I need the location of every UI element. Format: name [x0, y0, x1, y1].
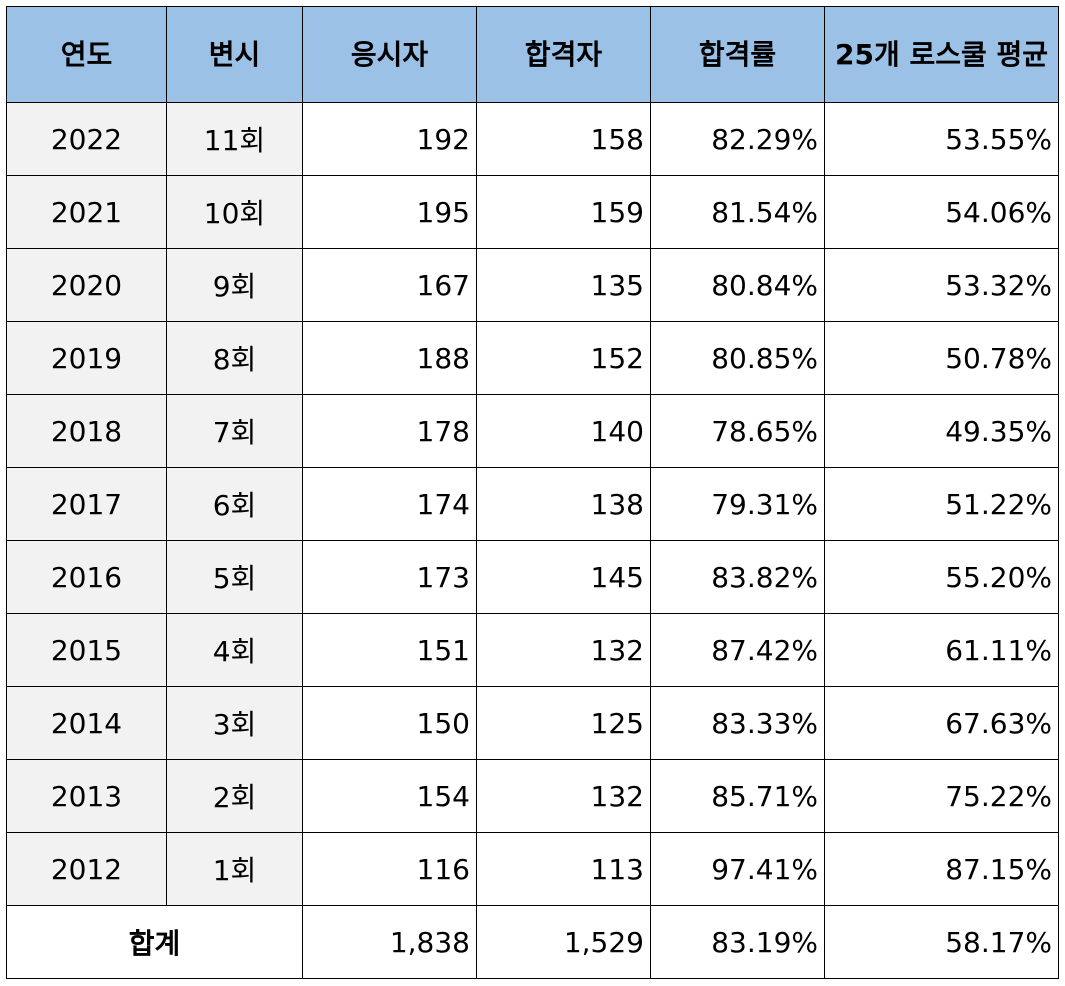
cell-passers: 132 [476, 759, 651, 833]
header-year: 연도 [6, 6, 167, 103]
cell-passers: 113 [476, 832, 651, 906]
total-average: 58.17% [824, 905, 1059, 979]
total-label: 합계 [6, 905, 303, 979]
header-lawschool-average: 25개 로스쿨 평균 [824, 6, 1059, 103]
cell-passers: 138 [476, 467, 651, 541]
cell-pass-rate: 82.29% [650, 102, 825, 176]
cell-year: 2018 [6, 394, 167, 468]
cell-passers: 152 [476, 321, 651, 395]
cell-passers: 135 [476, 248, 651, 322]
results-table: 연도 변시 응시자 합격자 합격률 25개 로스쿨 평균 2022 11회 192 1… [6, 6, 1059, 979]
table-row: 2014 3회 150 125 83.33% 67.63% [6, 686, 1059, 760]
cell-round: 11회 [166, 102, 303, 176]
cell-round: 3회 [166, 686, 303, 760]
header-passers: 합격자 [476, 6, 651, 103]
table-row: 2020 9회 167 135 80.84% 53.32% [6, 248, 1059, 322]
cell-pass-rate: 80.85% [650, 321, 825, 395]
total-row: 합계 1,838 1,529 83.19% 58.17% [6, 905, 1059, 979]
cell-applicants: 173 [302, 540, 477, 614]
table-row: 2021 10회 195 159 81.54% 54.06% [6, 175, 1059, 249]
cell-pass-rate: 80.84% [650, 248, 825, 322]
cell-applicants: 195 [302, 175, 477, 249]
table-row: 2015 4회 151 132 87.42% 61.11% [6, 613, 1059, 687]
table-row: 2016 5회 173 145 83.82% 55.20% [6, 540, 1059, 614]
cell-average: 75.22% [824, 759, 1059, 833]
cell-pass-rate: 83.33% [650, 686, 825, 760]
cell-pass-rate: 87.42% [650, 613, 825, 687]
cell-pass-rate: 97.41% [650, 832, 825, 906]
cell-average: 51.22% [824, 467, 1059, 541]
cell-applicants: 154 [302, 759, 477, 833]
cell-applicants: 174 [302, 467, 477, 541]
cell-year: 2015 [6, 613, 167, 687]
cell-average: 49.35% [824, 394, 1059, 468]
cell-round: 9회 [166, 248, 303, 322]
cell-passers: 145 [476, 540, 651, 614]
cell-pass-rate: 85.71% [650, 759, 825, 833]
cell-applicants: 116 [302, 832, 477, 906]
cell-pass-rate: 79.31% [650, 467, 825, 541]
total-pass-rate: 83.19% [650, 905, 825, 979]
cell-year: 2021 [6, 175, 167, 249]
cell-round: 8회 [166, 321, 303, 395]
cell-average: 50.78% [824, 321, 1059, 395]
cell-passers: 158 [476, 102, 651, 176]
cell-applicants: 192 [302, 102, 477, 176]
cell-average: 54.06% [824, 175, 1059, 249]
table-row: 2017 6회 174 138 79.31% 51.22% [6, 467, 1059, 541]
cell-round: 6회 [166, 467, 303, 541]
cell-average: 53.32% [824, 248, 1059, 322]
cell-passers: 125 [476, 686, 651, 760]
cell-round: 4회 [166, 613, 303, 687]
cell-average: 53.55% [824, 102, 1059, 176]
cell-year: 2020 [6, 248, 167, 322]
cell-round: 5회 [166, 540, 303, 614]
cell-year: 2019 [6, 321, 167, 395]
table-row: 2012 1회 116 113 97.41% 87.15% [6, 832, 1059, 906]
table-header: 연도 변시 응시자 합격자 합격률 25개 로스쿨 평균 [6, 6, 1059, 103]
header-round: 변시 [166, 6, 303, 103]
total-applicants: 1,838 [302, 905, 477, 979]
table-row: 2022 11회 192 158 82.29% 53.55% [6, 102, 1059, 176]
cell-pass-rate: 78.65% [650, 394, 825, 468]
cell-round: 1회 [166, 832, 303, 906]
cell-applicants: 178 [302, 394, 477, 468]
header-row: 연도 변시 응시자 합격자 합격률 25개 로스쿨 평균 [6, 6, 1059, 103]
cell-applicants: 188 [302, 321, 477, 395]
cell-average: 61.11% [824, 613, 1059, 687]
cell-passers: 132 [476, 613, 651, 687]
cell-passers: 159 [476, 175, 651, 249]
cell-average: 87.15% [824, 832, 1059, 906]
cell-applicants: 151 [302, 613, 477, 687]
cell-round: 10회 [166, 175, 303, 249]
header-pass-rate: 합격률 [650, 6, 825, 103]
cell-year: 2014 [6, 686, 167, 760]
cell-passers: 140 [476, 394, 651, 468]
cell-year: 2022 [6, 102, 167, 176]
table-row: 2018 7회 178 140 78.65% 49.35% [6, 394, 1059, 468]
cell-applicants: 167 [302, 248, 477, 322]
cell-average: 55.20% [824, 540, 1059, 614]
cell-pass-rate: 83.82% [650, 540, 825, 614]
cell-applicants: 150 [302, 686, 477, 760]
cell-round: 2회 [166, 759, 303, 833]
cell-pass-rate: 81.54% [650, 175, 825, 249]
table-row: 2013 2회 154 132 85.71% 75.22% [6, 759, 1059, 833]
cell-average: 67.63% [824, 686, 1059, 760]
table-row: 2019 8회 188 152 80.85% 50.78% [6, 321, 1059, 395]
header-applicants: 응시자 [302, 6, 477, 103]
cell-year: 2013 [6, 759, 167, 833]
table-body: 2022 11회 192 158 82.29% 53.55% 2021 10회 195 159 81… [6, 102, 1059, 906]
cell-year: 2017 [6, 467, 167, 541]
total-passers: 1,529 [476, 905, 651, 979]
cell-round: 7회 [166, 394, 303, 468]
cell-year: 2016 [6, 540, 167, 614]
cell-year: 2012 [6, 832, 167, 906]
